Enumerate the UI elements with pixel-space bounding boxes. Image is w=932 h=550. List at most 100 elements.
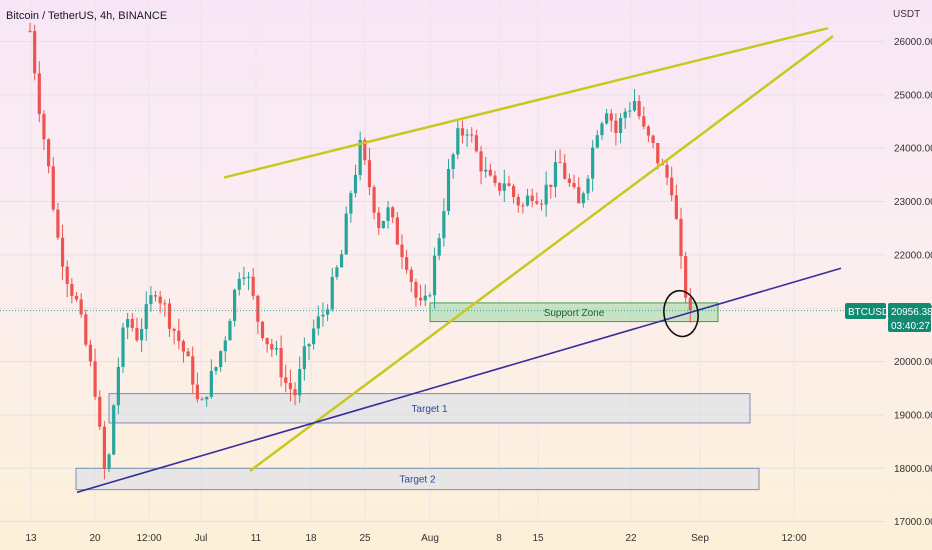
candle-body — [493, 175, 497, 184]
candle-body — [321, 314, 325, 317]
grid — [0, 0, 885, 523]
candle-body — [102, 426, 106, 469]
zones: Target 1 Target 2 Support Zone — [75, 302, 760, 491]
candle-body — [284, 377, 288, 383]
candle-body — [395, 217, 399, 245]
x-tick-label: 22 — [625, 533, 637, 544]
candle-body — [642, 116, 646, 127]
candle-body — [414, 282, 418, 298]
candle-body — [51, 166, 55, 210]
candle-body — [432, 255, 437, 296]
x-tick-label: Jul — [195, 533, 208, 544]
candle-body — [349, 193, 353, 214]
candle-body — [386, 207, 390, 221]
candle-body — [618, 118, 623, 134]
candle-body — [260, 321, 265, 339]
candle-body — [200, 399, 204, 401]
candle-body — [372, 187, 376, 213]
candle-body — [419, 297, 423, 301]
candle-body — [158, 296, 162, 304]
x-tick-label: 20 — [89, 533, 101, 544]
candle-body — [219, 351, 223, 368]
x-tick-label: 12:00 — [136, 533, 161, 544]
candle-body — [326, 309, 330, 315]
candle-body — [153, 295, 158, 297]
candle-body — [42, 114, 46, 140]
candle-body — [572, 182, 576, 188]
candle-body — [209, 370, 213, 397]
candle-body — [684, 256, 688, 298]
candle-body — [502, 183, 506, 191]
candle-body — [358, 139, 362, 175]
countdown-box — [888, 318, 931, 332]
candle-body — [344, 213, 348, 255]
candle-body — [223, 340, 227, 352]
candle-body — [93, 361, 97, 397]
candle-body — [446, 168, 451, 212]
candle-body — [460, 128, 465, 136]
candle-body — [60, 237, 65, 267]
candle-body — [586, 178, 590, 194]
y-tick-label: 19000.00 — [894, 410, 932, 421]
candle-body — [316, 316, 320, 329]
candle-body — [451, 154, 455, 169]
candle-body — [465, 134, 469, 136]
candle-body — [674, 195, 678, 219]
candle-body — [265, 338, 269, 345]
x-tick-label: 12:00 — [781, 533, 806, 544]
candle-body — [409, 269, 413, 283]
symbol-badge — [845, 303, 886, 319]
y-tick-label: 26000.00 — [894, 37, 932, 48]
candle-body — [595, 135, 599, 148]
candle-body — [74, 295, 79, 300]
candle-body — [214, 367, 218, 371]
target1-zone-label: Target 1 — [411, 404, 448, 415]
candle-body — [605, 113, 609, 124]
candle-body — [246, 276, 251, 278]
x-tick-label: 25 — [359, 533, 371, 544]
candle-body — [498, 183, 502, 191]
candles — [28, 23, 692, 480]
candle-body — [577, 187, 581, 204]
candle-body — [609, 113, 613, 121]
candle-body — [474, 135, 478, 152]
candle-body — [637, 100, 641, 117]
candle-body — [70, 283, 74, 296]
candle-body — [270, 344, 274, 350]
x-tick-label: 15 — [532, 533, 544, 544]
candle-body — [298, 369, 302, 396]
y-tick-label: 25000.00 — [894, 90, 932, 101]
candle-body — [88, 344, 93, 362]
candle-body — [251, 276, 255, 296]
y-tick-label: 24000.00 — [894, 144, 932, 155]
candle-body — [628, 110, 632, 112]
candle-body — [535, 201, 539, 204]
target2-zone-label: Target 2 — [399, 474, 436, 485]
candle-body — [33, 31, 37, 74]
candle-body — [144, 304, 148, 329]
candle-body — [405, 257, 409, 270]
candle-body — [181, 341, 186, 352]
candle-body — [363, 139, 367, 161]
x-tick-label: 18 — [305, 533, 317, 544]
candle-body — [470, 134, 474, 136]
candle-body — [339, 254, 344, 268]
axes: 17000.0018000.0019000.0020000.0021000.00… — [25, 37, 932, 544]
candle-body — [563, 162, 567, 179]
candle-body — [335, 267, 339, 277]
candle-body — [135, 327, 139, 341]
candle-body — [107, 454, 111, 469]
candle-body — [530, 195, 534, 202]
price-badge[interactable]: BTCUSDT 20956.38 03:40:27 — [845, 303, 932, 332]
candle-body — [581, 193, 585, 204]
symbol-badge-text: BTCUSDT — [848, 307, 895, 318]
y-tick-label: 23000.00 — [894, 197, 932, 208]
y-tick-label: 20000.00 — [894, 357, 932, 368]
candle-body — [484, 169, 488, 172]
candle-body — [567, 178, 571, 183]
candle-body — [195, 384, 199, 400]
candle-body — [377, 212, 381, 228]
